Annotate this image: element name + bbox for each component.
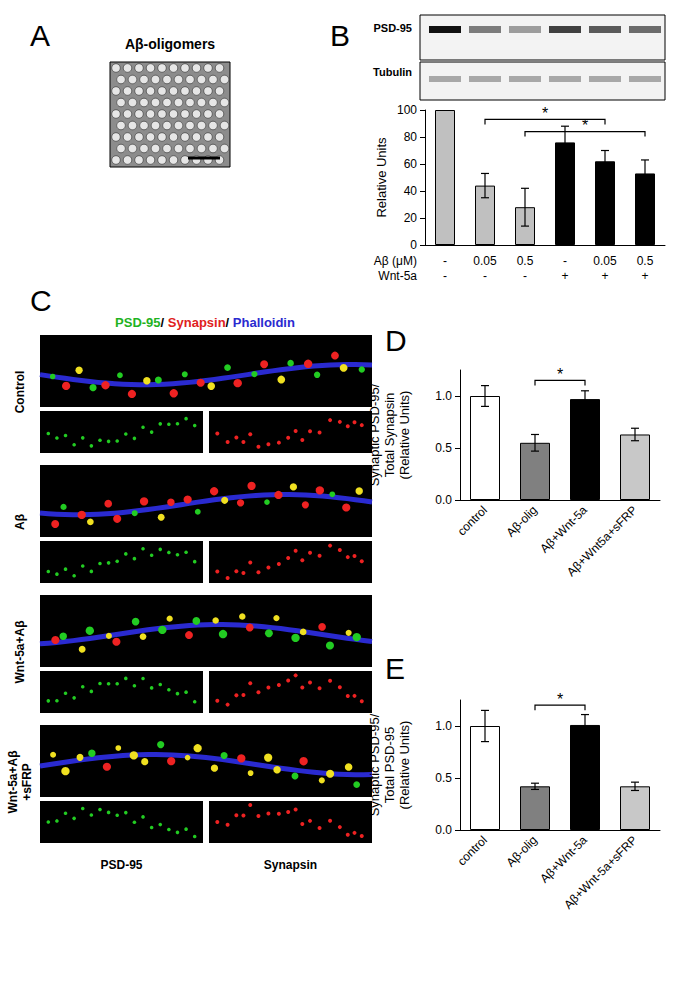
svg-text:Synaptic PSD-95/: Synaptic PSD-95/ (367, 383, 382, 486)
svg-text:0.5: 0.5 (435, 441, 452, 455)
svg-text:-: - (563, 254, 567, 268)
svg-text:0.0: 0.0 (435, 493, 452, 507)
svg-text:Wnt-5a: Wnt-5a (378, 269, 417, 283)
svg-text:60: 60 (404, 157, 418, 171)
svg-text:Total Synapsin: Total Synapsin (382, 393, 397, 478)
svg-text:*: * (557, 691, 563, 708)
svg-text:0.5: 0.5 (435, 771, 452, 785)
svg-text:Wnt-5a+Aβ: Wnt-5a+Aβ (6, 751, 20, 814)
svg-text:100: 100 (397, 103, 417, 117)
svg-text:Aβ+Wnt-5a+sFRP: Aβ+Wnt-5a+sFRP (561, 833, 640, 912)
svg-text:PSD-95: PSD-95 (115, 315, 161, 330)
svg-text:*: * (582, 117, 588, 134)
svg-text:(Relative Units): (Relative Units) (397, 721, 412, 810)
svg-text:-: - (443, 254, 447, 268)
svg-text:0.0: 0.0 (435, 823, 452, 837)
svg-text:Aβ+Wnt-5a: Aβ+Wnt-5a (537, 503, 590, 556)
svg-text:1.0: 1.0 (435, 389, 452, 403)
svg-text:0.05: 0.05 (593, 254, 617, 268)
svg-text:Synapsin: Synapsin (264, 858, 317, 872)
svg-text:Wnt-5a+Aβ: Wnt-5a+Aβ (13, 621, 27, 684)
svg-text:Aβ: Aβ (13, 514, 27, 530)
svg-text:*: * (557, 366, 563, 383)
svg-text:1.0: 1.0 (435, 719, 452, 733)
svg-text:+: + (601, 269, 608, 283)
svg-text:0.5: 0.5 (517, 254, 534, 268)
svg-text:Phalloidin: Phalloidin (233, 315, 295, 330)
svg-text:D: D (385, 324, 407, 357)
svg-text:80: 80 (404, 130, 418, 144)
svg-text:PSD-95: PSD-95 (100, 858, 142, 872)
svg-text:C: C (30, 284, 52, 317)
svg-text:B: B (330, 19, 350, 52)
svg-text:*: * (542, 105, 548, 122)
svg-text:PSD-95: PSD-95 (373, 22, 412, 34)
svg-text:+: + (561, 269, 568, 283)
svg-text:Aβ+Wnt-5a: Aβ+Wnt-5a (537, 833, 590, 886)
svg-text:Aβ-olig: Aβ-olig (504, 503, 540, 539)
svg-text:Total PSD-95: Total PSD-95 (382, 727, 397, 804)
svg-text:20: 20 (404, 211, 418, 225)
svg-text:control: control (455, 503, 490, 538)
svg-text:/: / (226, 315, 233, 330)
svg-text:+sFRP: +sFRP (20, 763, 34, 801)
svg-text:+: + (641, 269, 648, 283)
svg-text:Synaptic PSD-95/: Synaptic PSD-95/ (367, 713, 382, 816)
svg-text:Control: Control (13, 371, 27, 414)
svg-text:-: - (523, 269, 527, 283)
svg-text:Aβ-oligomers: Aβ-oligomers (125, 36, 215, 52)
svg-text:-: - (483, 269, 487, 283)
svg-text:E: E (385, 652, 405, 685)
svg-text:/: / (161, 315, 168, 330)
svg-text:Aβ+Wnt5a+sFRP: Aβ+Wnt5a+sFRP (564, 503, 640, 579)
svg-text:Synapsin: Synapsin (168, 315, 226, 330)
svg-text:control: control (455, 833, 490, 868)
svg-text:0.05: 0.05 (473, 254, 497, 268)
svg-text:Aβ-olig: Aβ-olig (504, 833, 540, 869)
svg-text:Tubulin: Tubulin (373, 66, 412, 78)
svg-text:(Relative Units): (Relative Units) (397, 391, 412, 480)
svg-text:0.5: 0.5 (637, 254, 654, 268)
svg-text:0: 0 (410, 238, 417, 252)
svg-text:Relative Units: Relative Units (374, 137, 389, 218)
svg-text:-: - (443, 269, 447, 283)
svg-text:Aβ (μM): Aβ (μM) (374, 254, 417, 268)
svg-text:A: A (30, 19, 50, 52)
svg-text:40: 40 (404, 184, 418, 198)
